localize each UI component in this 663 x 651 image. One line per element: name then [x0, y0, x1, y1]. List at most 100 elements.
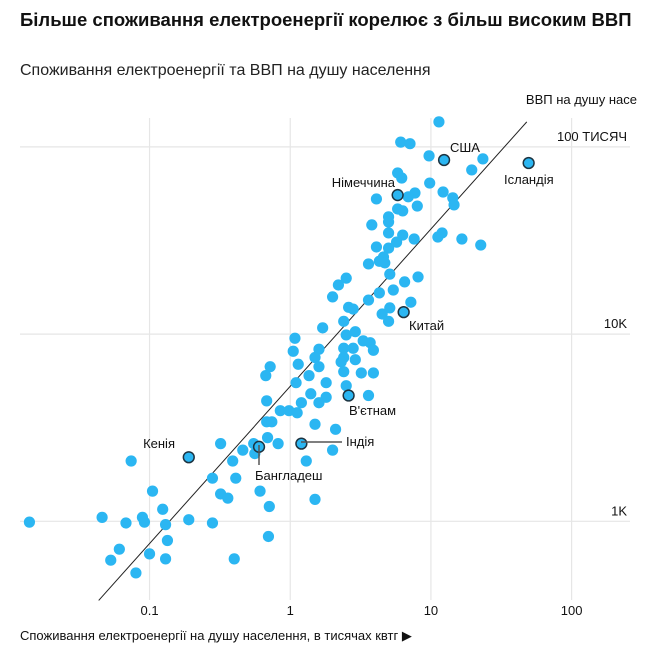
data-point — [412, 271, 424, 283]
data-point — [130, 567, 142, 579]
data-point — [387, 284, 399, 296]
label-germany: Німеччина — [332, 175, 396, 190]
data-point — [395, 136, 407, 148]
data-point — [159, 553, 172, 565]
data-point — [120, 517, 132, 529]
data-point — [347, 342, 359, 354]
data-point — [370, 193, 383, 205]
data-point — [408, 233, 420, 245]
data-point — [340, 329, 352, 341]
highlighted-point — [397, 305, 410, 319]
data-point — [157, 503, 169, 515]
data-point — [262, 530, 275, 543]
label-vietnam: В'єтнам — [349, 403, 396, 418]
data-point — [237, 444, 249, 456]
points — [23, 116, 489, 579]
data-point — [320, 377, 332, 389]
highlighted-point — [182, 451, 195, 464]
data-point — [254, 485, 266, 497]
data-point — [405, 296, 417, 308]
data-point — [362, 389, 375, 402]
data-point — [159, 519, 172, 531]
data-point — [396, 172, 408, 184]
data-point — [326, 291, 339, 303]
data-point — [411, 200, 423, 212]
data-point — [295, 397, 307, 409]
y-tick-label: 100 ТИСЯЧ — [557, 129, 627, 144]
y-axis-title: ВВП на душу насе — [526, 92, 637, 107]
data-point — [303, 370, 315, 382]
data-point — [362, 258, 375, 270]
axis-ticks: 0.1 1 10 100 1K 10K 100 ТИСЯЧ — [141, 129, 628, 618]
x-tick-label: 1 — [287, 603, 294, 618]
data-point — [367, 344, 379, 356]
data-point — [362, 294, 375, 306]
data-point — [309, 351, 321, 364]
highlighted-points — [182, 153, 535, 464]
data-point — [113, 543, 125, 555]
data-point — [349, 326, 361, 338]
data-point — [300, 455, 312, 467]
data-point — [138, 516, 151, 528]
data-point — [349, 354, 361, 366]
data-point — [466, 164, 478, 176]
data-point — [347, 303, 359, 315]
data-point — [448, 199, 460, 211]
data-point — [326, 444, 339, 456]
data-point — [206, 517, 219, 529]
data-point — [329, 423, 342, 435]
highlighted-point — [295, 437, 308, 450]
data-point — [227, 455, 239, 467]
data-point — [437, 186, 449, 198]
data-point — [382, 216, 395, 228]
data-point — [423, 150, 435, 162]
data-point — [340, 380, 352, 392]
chart-subtitle: Споживання електроенергії та ВВП на душу… — [20, 62, 431, 79]
data-point — [382, 242, 395, 254]
data-point — [266, 416, 278, 428]
data-point — [309, 418, 321, 430]
data-point — [373, 287, 385, 299]
x-tick-label: 10 — [424, 603, 438, 618]
data-point — [222, 492, 234, 504]
y-tick-label: 10K — [604, 316, 627, 331]
data-point — [264, 361, 276, 373]
data-point — [313, 397, 325, 409]
data-point — [290, 377, 302, 389]
data-point — [313, 361, 325, 373]
label-bangladesh: Бангладеш — [255, 468, 322, 483]
data-point — [261, 432, 274, 444]
data-point — [291, 407, 303, 419]
data-point — [260, 370, 272, 382]
data-point — [433, 116, 445, 128]
data-point — [366, 219, 378, 231]
annotations: США Ісландія Німеччина Китай В'єтнам Інд… — [143, 140, 554, 483]
data-point — [292, 358, 304, 370]
data-point — [215, 438, 227, 450]
highlighted-point — [437, 153, 451, 167]
data-point — [332, 279, 345, 291]
data-point — [384, 302, 396, 314]
data-point — [340, 272, 352, 284]
data-point — [161, 534, 174, 547]
data-point — [399, 276, 411, 288]
data-point — [143, 548, 156, 560]
data-point — [228, 553, 240, 565]
data-point — [382, 315, 395, 327]
data-point — [263, 500, 275, 513]
data-point — [146, 485, 159, 497]
data-point — [456, 233, 468, 245]
label-china: Китай — [409, 318, 444, 333]
x-tick-label: 0.1 — [141, 603, 159, 618]
data-point — [335, 356, 347, 368]
y-tick-label: 1K — [611, 503, 627, 518]
data-point — [404, 138, 416, 150]
data-point — [338, 315, 350, 327]
grid — [20, 118, 630, 600]
x-axis-title: Споживання електроенергії на душу населе… — [20, 628, 412, 643]
data-point — [305, 388, 317, 400]
label-india: Індія — [346, 434, 374, 449]
data-point — [309, 493, 321, 505]
data-point — [432, 231, 444, 243]
data-point — [477, 153, 489, 165]
